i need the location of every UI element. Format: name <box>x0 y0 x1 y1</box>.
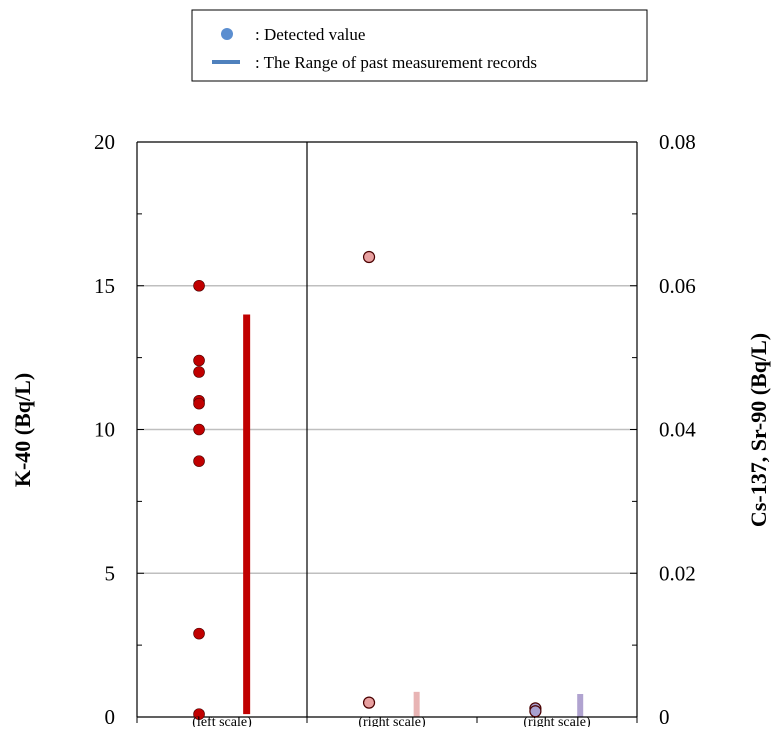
category-sublabel: (left scale) <box>192 715 252 727</box>
detected-point <box>193 423 205 436</box>
past-range-bar <box>577 694 584 717</box>
past-range-bars <box>243 314 584 717</box>
detected-point <box>193 708 205 720</box>
right-axis-title: Cs-137, Sr-90 (Bq/L) <box>746 333 771 527</box>
axis-ticks <box>136 141 638 723</box>
gridlines <box>137 285 637 574</box>
detected-points <box>193 250 542 720</box>
left-tick-label: 0 <box>105 705 116 727</box>
left-axis-title: K-40 (Bq/L) <box>10 373 35 487</box>
category-sublabel: (right scale) <box>358 715 426 727</box>
detected-point <box>193 627 205 640</box>
right-tick-label: 0.08 <box>659 130 696 154</box>
right-tick-label: 0.06 <box>659 274 696 298</box>
detected-point <box>193 354 205 367</box>
right-tick-label: 0 <box>659 705 670 727</box>
detected-point <box>193 366 205 378</box>
left-tick-label: 20 <box>94 130 115 154</box>
detected-point <box>362 250 376 264</box>
detected-point <box>193 455 205 467</box>
legend: : Detected value : The Range of past mea… <box>191 9 648 82</box>
detected-point <box>193 397 205 410</box>
legend-label-detected: : Detected value <box>255 25 365 44</box>
detected-point <box>193 279 205 292</box>
detected-point <box>529 705 542 718</box>
right-tick-label: 0.02 <box>659 561 696 585</box>
category-sublabel: (right scale) <box>523 715 591 727</box>
left-tick-label: 10 <box>94 418 115 442</box>
left-tick-label: 15 <box>94 274 115 298</box>
left-tick-label: 5 <box>105 561 116 585</box>
right-tick-label: 0.04 <box>659 418 696 442</box>
detected-point <box>362 696 376 709</box>
legend-dot-icon <box>221 28 233 40</box>
past-range-bar <box>413 691 420 717</box>
past-range-bar <box>243 314 251 715</box>
legend-box <box>191 9 648 82</box>
legend-label-range: : The Range of past measurement records <box>255 53 537 72</box>
